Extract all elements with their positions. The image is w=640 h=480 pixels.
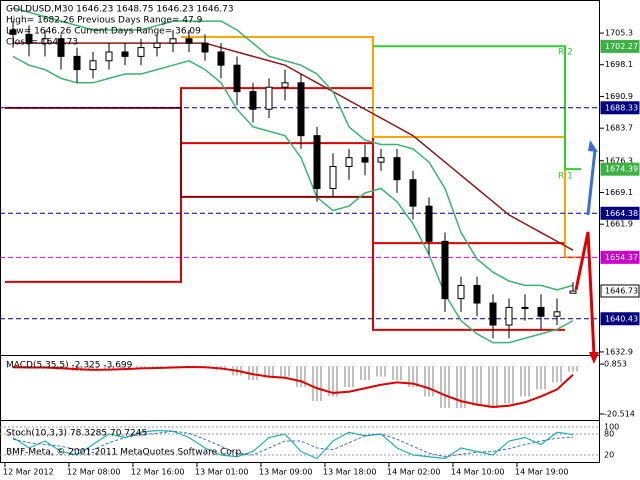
candle-body <box>201 42 209 53</box>
x-tick-label: 13 Mar 18:00 <box>323 468 376 477</box>
candle-body <box>185 38 193 44</box>
candle-body <box>425 205 433 242</box>
macd-title: MACD(5,35,5) -2.325 -3.699 <box>6 361 133 371</box>
candle-body <box>441 240 449 300</box>
x-tick-label: 13 Mar 09:00 <box>259 468 312 477</box>
price-label-box <box>600 39 640 53</box>
candle-body <box>297 82 305 137</box>
price-label-box <box>600 162 640 176</box>
candle-body <box>361 157 369 163</box>
candle-body <box>105 51 113 62</box>
candle-body <box>121 51 129 57</box>
arrow-head <box>588 140 598 152</box>
candle-body <box>233 64 241 93</box>
indicator-line <box>13 42 574 251</box>
price-label-box <box>600 250 640 264</box>
y-tick-label: 0.853 <box>604 360 627 369</box>
candle-body <box>329 165 337 190</box>
y-tick-label: 1669.1 <box>605 188 633 197</box>
stoch-title: Stoch(10,3,3) 78.3285 70.7245 <box>6 429 147 439</box>
header-line: Close= 1646.73 <box>6 38 78 48</box>
arrow <box>574 231 596 356</box>
candle-body <box>137 47 145 57</box>
y-tick-label: 1676.3 <box>605 156 633 165</box>
indicator-line <box>12 7 574 291</box>
x-tick-label: 13 Mar 01:00 <box>195 468 248 477</box>
candle-body <box>41 38 49 44</box>
candle-body <box>249 91 257 110</box>
x-tick-label: 14 Mar 02:00 <box>387 468 440 477</box>
candle-body <box>345 157 353 167</box>
pivot-level <box>181 35 581 259</box>
x-tick-label: 12 Mar 2012 <box>3 468 54 477</box>
y-tick-label: 100 <box>604 423 619 432</box>
price-label-box <box>600 101 640 115</box>
y-tick-label: 80 <box>604 430 614 439</box>
pivot-level <box>373 45 581 171</box>
candle-body <box>89 60 97 71</box>
candle-body <box>9 29 17 35</box>
candle-body <box>569 290 577 294</box>
y-tick-label: 1690.9 <box>605 92 633 101</box>
price-label-box <box>600 284 640 298</box>
candle-body <box>217 51 225 66</box>
indicator-line <box>12 55 574 344</box>
copyright: BMF-Meta, © 2001-2011 MetaQuotes Softwar… <box>6 448 244 458</box>
y-tick-label: 1683.7 <box>605 124 633 133</box>
candle-body <box>281 82 289 88</box>
candle-body <box>489 302 497 326</box>
y-tick-label: 20 <box>604 451 614 460</box>
candle-body <box>409 179 417 207</box>
candle-body <box>153 42 161 49</box>
header-line: High= 1682.26 Previous Days Range= 47.9 <box>6 16 203 26</box>
candle-body <box>265 86 273 110</box>
x-tick-label: 14 Mar 10:00 <box>451 468 504 477</box>
chart-title: GOLDUSD,M30 1646.23 1648.75 1646.23 1646… <box>6 5 234 15</box>
arrow-head <box>589 352 599 364</box>
price-label: 1674.39 <box>605 165 638 174</box>
price-label: 1646.73 <box>605 287 638 296</box>
price-label-box <box>600 312 640 326</box>
candle-body <box>377 157 385 163</box>
stoch-signal <box>12 430 574 458</box>
annotation: R 1 <box>558 172 573 182</box>
header-line: Low= 1646.26 Current Days Range= 36.09 <box>6 27 201 37</box>
candle-body <box>473 284 481 304</box>
price-label-box <box>600 206 640 220</box>
y-tick-label: 1705.3 <box>605 29 633 38</box>
price-label: 1654.37 <box>605 253 638 262</box>
macd-signal <box>12 366 574 408</box>
candle-body <box>73 55 81 71</box>
candle-body <box>505 306 513 326</box>
x-tick-label: 12 Mar 08:00 <box>67 468 120 477</box>
arrow <box>586 149 597 216</box>
candle-body <box>169 38 177 44</box>
candle-body <box>457 284 465 300</box>
candle-body <box>537 306 545 317</box>
price-label: 1664.38 <box>605 209 638 218</box>
candle-body <box>57 38 65 57</box>
candle-body <box>553 311 561 317</box>
price-label: 1702.27 <box>605 42 638 51</box>
price-label: 1688.33 <box>605 103 638 112</box>
plot: 1705.3 1698.1 1690.9 1683.7 1676.3 1669.1 1661… <box>0 7 640 477</box>
x-tick-label: 14 Mar 19:00 <box>515 468 568 477</box>
price-label: 1640.43 <box>605 314 638 323</box>
y-tick-label: -20.514 <box>604 409 635 418</box>
candle-body <box>313 135 321 190</box>
candle-body <box>25 33 33 44</box>
candle-body <box>393 157 401 181</box>
y-tick-label: 1632.9 <box>605 347 633 356</box>
pivot-level <box>181 142 565 331</box>
candle-body <box>521 306 529 309</box>
y-tick-label: 1698.1 <box>605 60 633 69</box>
annotation: R 2 <box>558 48 573 58</box>
x-tick-label: 12 Mar 16:00 <box>131 468 184 477</box>
y-tick-label: 1661.9 <box>605 220 633 229</box>
